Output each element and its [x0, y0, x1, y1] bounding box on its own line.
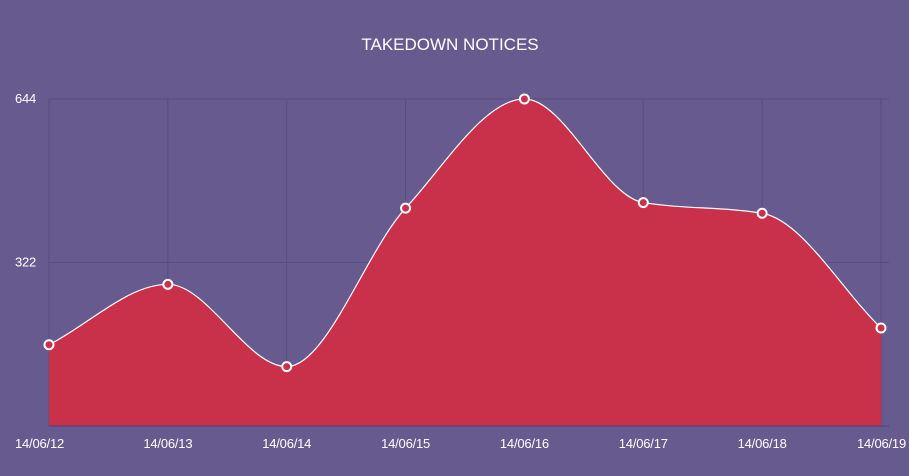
x-tick-labels: 14/06/12 14/06/13 14/06/14 14/06/15 14/06/16… [15, 436, 906, 451]
data-point-14-06-18[interactable] [756, 207, 768, 219]
chart-title: TAKEDOWN NOTICES [361, 35, 538, 54]
area-fill [49, 99, 881, 426]
y-tick-labels: 644 322 [15, 91, 36, 270]
data-point-14-06-12[interactable] [43, 339, 55, 351]
data-point-14-06-14[interactable] [281, 361, 293, 373]
x-tick-label: 14/06/13 [143, 436, 192, 451]
x-tick-label: 14/06/14 [262, 436, 311, 451]
x-tick-label: 14/06/18 [738, 436, 787, 451]
data-point-14-06-19[interactable] [875, 322, 887, 334]
x-tick-label: 14/06/17 [619, 436, 668, 451]
y-tick-label: 322 [15, 255, 36, 270]
data-point-14-06-15[interactable] [400, 202, 412, 214]
data-points [43, 93, 887, 373]
data-point-14-06-17[interactable] [637, 197, 649, 209]
x-tick-label: 14/06/12 [15, 436, 64, 451]
x-tick-label: 14/06/16 [500, 436, 549, 451]
series-line [48, 98, 882, 368]
x-tick-label: 14/06/19 [857, 436, 906, 451]
x-tick-label: 14/06/15 [381, 436, 430, 451]
y-tick-label: 644 [15, 91, 36, 106]
data-point-14-06-13[interactable] [162, 278, 174, 290]
data-point-14-06-16[interactable] [518, 93, 530, 105]
